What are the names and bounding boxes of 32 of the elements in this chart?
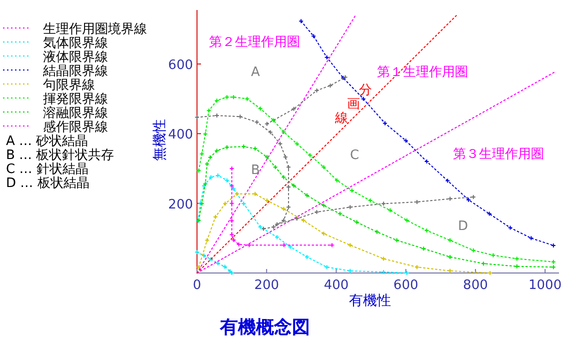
annotation: C xyxy=(350,148,360,163)
y-tick-label: 200 xyxy=(168,197,193,212)
y-tick-label: 400 xyxy=(168,128,193,143)
annotation: D xyxy=(458,219,468,234)
legend-label: 生理作用圏境界線 xyxy=(43,21,147,37)
annotation: 第１生理作用圏 xyxy=(377,65,468,80)
annotation: B xyxy=(251,163,260,178)
legend-label: 揮発限界線 xyxy=(43,92,108,107)
annotation: 第３生理作用圏 xyxy=(453,147,544,162)
legend-label: 句限界線 xyxy=(43,78,95,93)
x-axis-title: 有機性 xyxy=(349,293,391,309)
legend-label: 溶融限界線 xyxy=(43,105,108,121)
x-tick-label: 400 xyxy=(324,278,349,293)
x-tick-label: 800 xyxy=(463,278,488,293)
text: 有機概念図 xyxy=(219,317,310,338)
x-tick-label: 0 xyxy=(192,278,202,293)
x-tick-label: 600 xyxy=(393,278,418,293)
y-axis-title: 無機性 xyxy=(152,119,168,161)
x-tick-label: 200 xyxy=(254,278,280,293)
y-tick-label: 600 xyxy=(168,58,193,73)
annotation: 分画線 xyxy=(334,83,372,126)
text: B … 板状針状共存 xyxy=(6,148,114,163)
text: D … 板状結晶 xyxy=(6,176,90,191)
text: A … 砂状結晶 xyxy=(6,134,88,149)
text: C … 針状結晶 xyxy=(6,162,88,177)
annotation: A xyxy=(251,65,260,80)
legend-label: 感作限界線 xyxy=(43,120,108,135)
legend-label: 結晶限界線 xyxy=(42,64,108,79)
annotation: 第２生理作用圏 xyxy=(209,35,300,50)
x-tick-label: 1000 xyxy=(528,278,562,293)
legend-label: 液体限界線 xyxy=(43,50,108,65)
legend-label: 気体限界線 xyxy=(43,36,108,51)
